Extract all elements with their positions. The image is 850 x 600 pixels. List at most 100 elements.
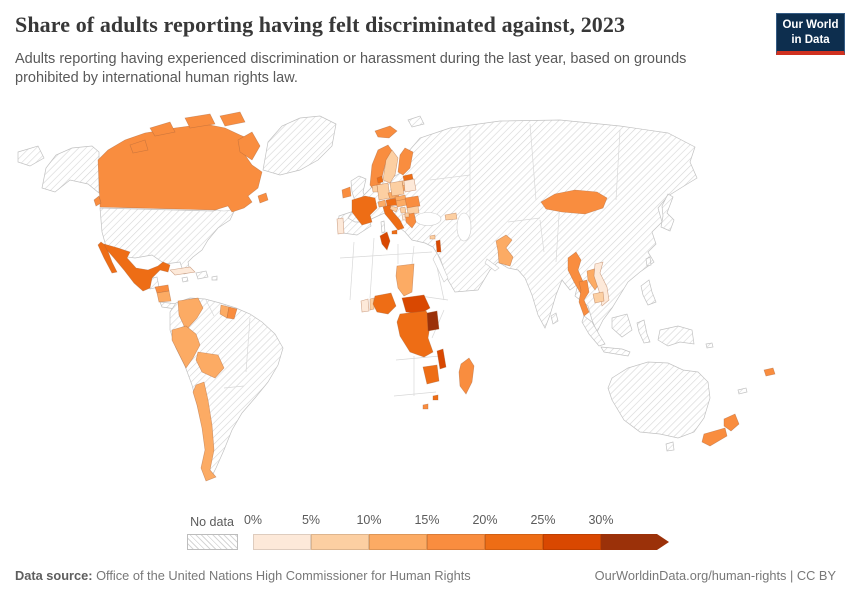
country-ghana[interactable] — [360, 298, 370, 313]
country-fiji[interactable] — [763, 367, 776, 377]
country-japan[interactable] — [660, 193, 675, 232]
landmass-taiwan-no-data — [645, 256, 652, 267]
owid-logo-line1: Our World — [782, 19, 839, 32]
country-serbia[interactable] — [399, 206, 407, 214]
owid-logo[interactable]: Our World in Data — [776, 13, 845, 55]
country-canada-arctic-2[interactable] — [184, 113, 216, 129]
country-eswatini[interactable] — [432, 394, 439, 401]
country-new-zealand-south[interactable] — [701, 427, 728, 447]
country-canada-newfoundland[interactable] — [257, 192, 269, 204]
country-romania[interactable] — [404, 195, 421, 209]
country-chile[interactable] — [192, 381, 217, 482]
country-canada-vancouver-island[interactable] — [93, 195, 102, 207]
legend-tick-30: 30% — [588, 513, 614, 527]
country-lesotho[interactable] — [422, 403, 429, 410]
legend-no-data-swatch[interactable] — [187, 534, 238, 550]
country-bolivia[interactable] — [195, 351, 225, 379]
country-canada-baffin[interactable] — [237, 131, 261, 161]
country-suriname[interactable] — [226, 306, 238, 320]
legend-tick-25: 25% — [530, 513, 556, 527]
legend-bin-0-5[interactable] — [253, 534, 311, 550]
page-subtitle: Adults reporting having experienced disc… — [15, 51, 687, 87]
country-vietnam[interactable] — [593, 261, 610, 307]
country-iceland[interactable] — [374, 125, 398, 139]
country-bulgaria[interactable] — [406, 205, 420, 215]
country-poland[interactable] — [389, 180, 405, 197]
country-colombia[interactable] — [177, 297, 204, 331]
country-mexico[interactable] — [103, 243, 171, 292]
landmass-sumatra-no-data — [581, 315, 606, 347]
country-belarus[interactable] — [403, 178, 417, 193]
country-denmark[interactable] — [376, 175, 384, 184]
country-germany[interactable] — [376, 182, 391, 201]
legend-tick-0: 0% — [243, 513, 263, 527]
country-cyprus[interactable] — [429, 234, 436, 240]
legend-tick-15: 15% — [414, 513, 440, 527]
country-australia[interactable] — [607, 361, 711, 439]
country-croatia[interactable] — [389, 205, 399, 213]
legend-bin-5-10[interactable] — [311, 534, 369, 550]
legend-bin-25-30[interactable] — [543, 534, 601, 550]
landmass-tasmania-no-data — [665, 441, 675, 452]
country-uganda[interactable] — [426, 310, 440, 332]
legend-tick-20: 20% — [472, 513, 498, 527]
country-malawi[interactable] — [436, 348, 447, 370]
country-tunisia[interactable] — [379, 231, 391, 251]
landmass-puerto-rico-no-data — [211, 275, 218, 281]
data-source-label: Data source: — [15, 568, 93, 583]
legend-color-bar — [253, 534, 669, 550]
country-canada-arctic-4[interactable] — [129, 139, 149, 154]
country-portugal[interactable] — [336, 217, 345, 235]
landmass-sulawesi-no-data — [636, 319, 651, 344]
owid-url-link[interactable]: OurWorldinData.org/human-rights | CC BY — [594, 568, 836, 583]
country-new-zealand-north[interactable] — [723, 413, 740, 432]
country-georgia[interactable] — [444, 212, 458, 221]
country-cambodia[interactable] — [592, 291, 605, 304]
country-zimbabwe[interactable] — [422, 364, 440, 385]
country-canada[interactable] — [97, 123, 263, 213]
country-north-macedonia[interactable] — [404, 212, 410, 218]
landmass-solomislands-no-data — [705, 342, 714, 349]
legend-tick-10: 10% — [356, 513, 382, 527]
country-france[interactable] — [351, 195, 378, 226]
country-nigeria[interactable] — [372, 292, 397, 315]
map-legend: No data 0% 5% 10% 15% 20% 25% 30% — [0, 512, 850, 556]
landmass-chukotka-no-data — [17, 145, 45, 167]
country-chad[interactable] — [395, 263, 415, 297]
legend-no-data-label: No data — [190, 515, 234, 529]
country-mongolia[interactable] — [540, 189, 608, 215]
page-title: Share of adults reporting having felt di… — [15, 12, 626, 37]
owid-logo-line2: in Data — [791, 33, 830, 46]
landmass-hispaniola-no-data — [195, 270, 209, 280]
legend-bin-10-15[interactable] — [369, 534, 427, 550]
country-canada-arctic-3[interactable] — [219, 111, 246, 127]
legend-bin-20-25[interactable] — [485, 534, 543, 550]
country-ireland[interactable] — [341, 186, 352, 199]
country-israel[interactable] — [435, 239, 442, 253]
country-benin[interactable] — [369, 297, 375, 311]
country-thailand[interactable] — [578, 279, 590, 317]
country-peru[interactable] — [171, 325, 201, 369]
landmass-svalbard-no-data — [407, 115, 425, 128]
country-nicaragua[interactable] — [156, 290, 172, 303]
data-source-value: Office of the United Nations High Commis… — [92, 568, 471, 583]
landmass-borneo-no-data — [611, 313, 633, 338]
legend-bin-30-plus[interactable] — [601, 534, 669, 550]
country-borders — [205, 123, 621, 397]
landmass-sri-lanka-no-data — [550, 312, 559, 325]
country-italy-sicily[interactable] — [391, 229, 398, 235]
country-philippines[interactable] — [640, 279, 657, 306]
country-madagascar[interactable] — [458, 357, 475, 395]
legend-bin-15-20[interactable] — [427, 534, 485, 550]
country-cuba[interactable] — [169, 266, 196, 276]
landmass-new-caledonia-no-data — [737, 387, 748, 395]
legend-tick-5: 5% — [301, 513, 321, 527]
country-canada-arctic-1[interactable] — [149, 121, 176, 137]
landmass-corsica-sardinia-no-data — [380, 220, 386, 234]
country-papua-new-guinea[interactable] — [657, 325, 695, 347]
country-greenland[interactable] — [262, 115, 337, 176]
country-finland[interactable] — [397, 147, 414, 176]
country-pakistan[interactable] — [495, 234, 514, 267]
country-united-states-alaska[interactable] — [41, 145, 100, 194]
